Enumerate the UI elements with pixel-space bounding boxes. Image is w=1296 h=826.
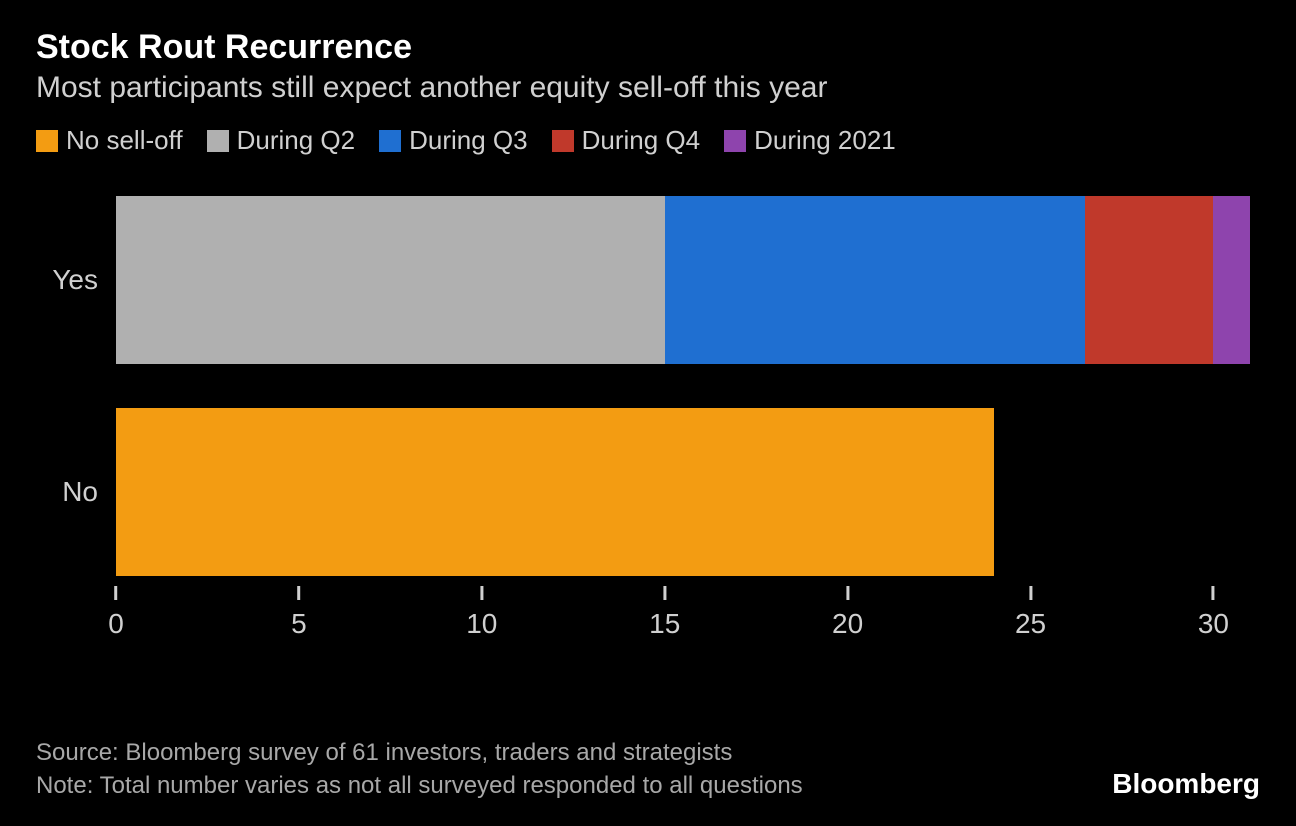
bar-segment (1213, 196, 1250, 364)
x-tick: 0 (108, 586, 124, 640)
legend-swatch (36, 130, 58, 152)
legend-swatch (207, 130, 229, 152)
x-tick: 15 (649, 586, 680, 640)
legend-item: During Q4 (552, 125, 701, 156)
note-text: Note: Total number varies as not all sur… (36, 770, 1260, 802)
brand-label: Bloomberg (1112, 768, 1260, 800)
legend-swatch (379, 130, 401, 152)
x-tick-mark (663, 586, 666, 600)
x-tick-mark (297, 586, 300, 600)
legend-item: During 2021 (724, 125, 896, 156)
chart-area: YesNo 0 5 10 15 20 25 30 (86, 186, 1250, 646)
x-tick: 5 (291, 586, 307, 640)
bar-row (116, 408, 1250, 576)
bar-row (116, 196, 1250, 364)
x-tick-label: 15 (649, 608, 680, 640)
x-tick-label: 5 (291, 608, 307, 640)
chart-footer: Source: Bloomberg survey of 61 investors… (36, 737, 1260, 802)
x-tick-label: 0 (108, 608, 124, 640)
legend-label: No sell-off (66, 125, 183, 156)
legend-label: During Q4 (582, 125, 701, 156)
x-tick: 10 (466, 586, 497, 640)
bar-segment (116, 408, 994, 576)
plot-region: YesNo (116, 186, 1250, 586)
x-tick-mark (1212, 586, 1215, 600)
legend: No sell-off During Q2 During Q3 During Q4 Du… (36, 125, 1260, 156)
x-tick-mark (480, 586, 483, 600)
x-tick-label: 20 (832, 608, 863, 640)
source-text: Source: Bloomberg survey of 61 investors… (36, 737, 1260, 769)
x-axis: 051015202530 (116, 586, 1250, 646)
y-axis-label: Yes (52, 264, 98, 296)
legend-item: No sell-off (36, 125, 183, 156)
legend-swatch (552, 130, 574, 152)
x-tick-mark (114, 586, 117, 600)
legend-swatch (724, 130, 746, 152)
bar-segment (116, 196, 665, 364)
x-tick-label: 30 (1198, 608, 1229, 640)
legend-item: During Q3 (379, 125, 528, 156)
x-tick-mark (846, 586, 849, 600)
legend-label: During 2021 (754, 125, 896, 156)
chart-container: Stock Rout Recurrence Most participants … (0, 0, 1296, 826)
x-tick-mark (1029, 586, 1032, 600)
x-tick: 20 (832, 586, 863, 640)
x-tick: 25 (1015, 586, 1046, 640)
x-tick-label: 25 (1015, 608, 1046, 640)
x-tick: 30 (1198, 586, 1229, 640)
legend-label: During Q2 (237, 125, 356, 156)
bar-segment (665, 196, 1086, 364)
x-tick-label: 10 (466, 608, 497, 640)
chart-title: Stock Rout Recurrence (36, 28, 1260, 67)
legend-item: During Q2 (207, 125, 356, 156)
bar-segment (1085, 196, 1213, 364)
chart-subtitle: Most participants still expect another e… (36, 71, 1260, 105)
legend-label: During Q3 (409, 125, 528, 156)
y-axis-label: No (62, 476, 98, 508)
